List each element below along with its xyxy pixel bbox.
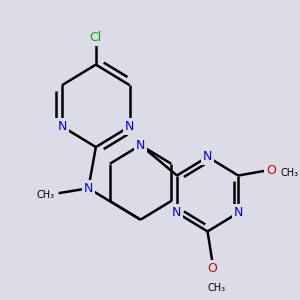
Text: N: N — [136, 139, 145, 152]
Text: CH₃: CH₃ — [280, 168, 298, 178]
Text: O: O — [207, 262, 217, 275]
Text: CH₃: CH₃ — [208, 284, 226, 293]
Text: O: O — [266, 164, 276, 177]
Text: N: N — [172, 206, 182, 219]
Text: N: N — [57, 120, 67, 133]
Text: N: N — [203, 150, 212, 164]
Text: N: N — [84, 182, 93, 195]
Text: CH₃: CH₃ — [37, 190, 55, 200]
Text: Cl: Cl — [90, 31, 102, 44]
Text: N: N — [233, 206, 243, 219]
Text: N: N — [125, 120, 134, 133]
